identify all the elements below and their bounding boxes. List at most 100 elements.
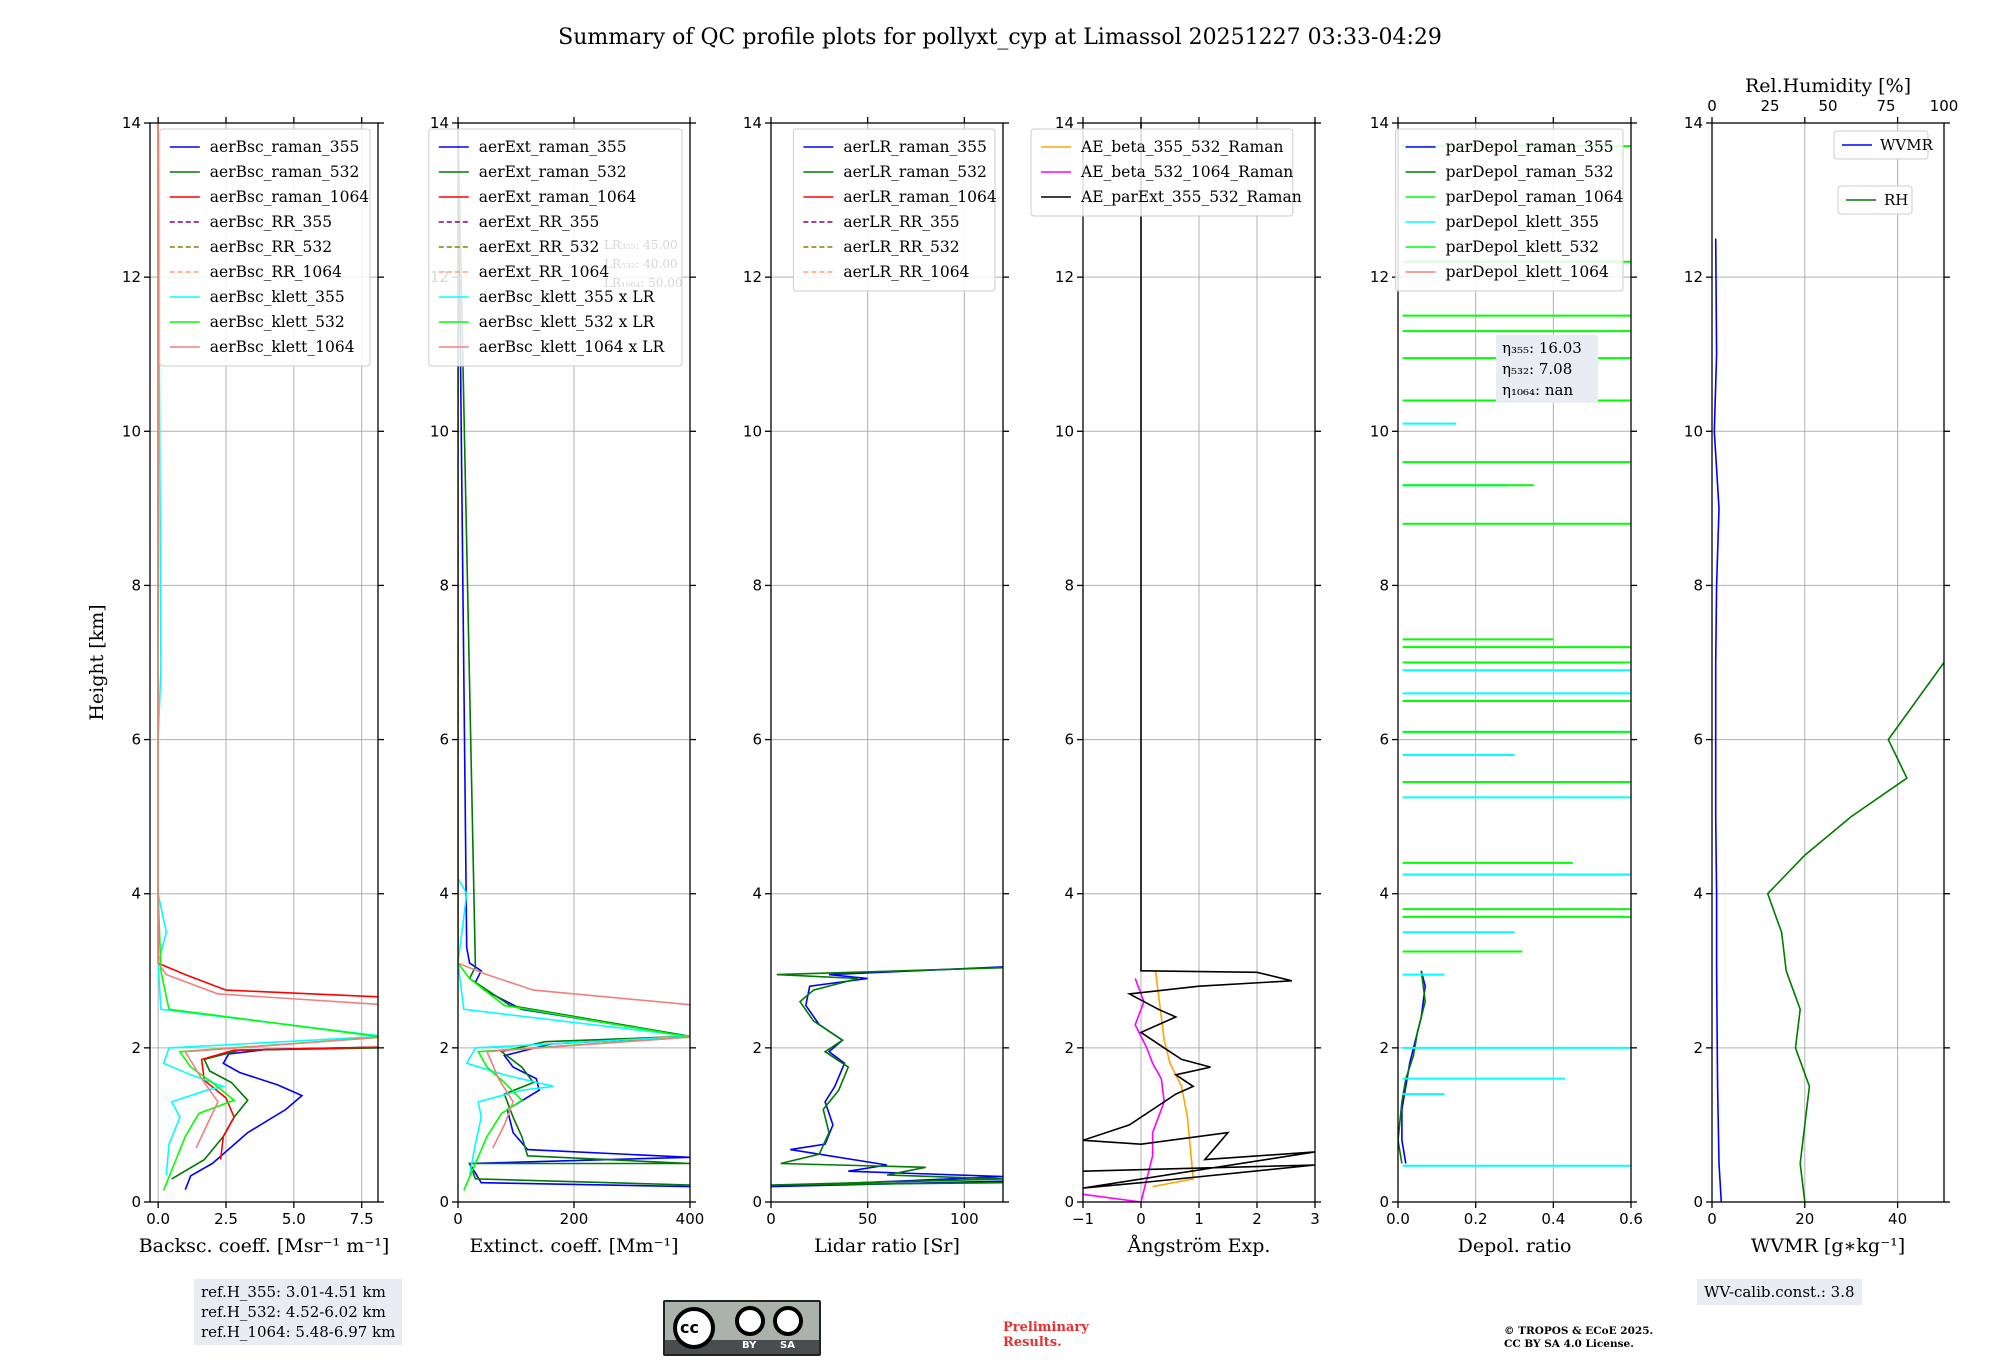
x-tick-label: 100 <box>950 1210 979 1228</box>
legend-label-parDepol_raman_1064: parDepol_raman_1064 <box>1446 188 1624 206</box>
series-aerBsc_raman_355 <box>184 1046 378 1190</box>
axes-frame <box>1711 122 1945 1203</box>
legend-box <box>159 128 371 367</box>
legend-label-aerExt_raman_355: aerExt_raman_355 <box>479 138 627 156</box>
y-axis-label: Height [km] <box>86 604 108 720</box>
x-tick-label: 200 <box>560 1210 589 1228</box>
wv-calib-text: WV-calib.const.: 3.8 <box>1704 1283 1855 1301</box>
plot-area <box>771 966 1003 1188</box>
x-tick-label: 0 <box>766 1210 776 1228</box>
legend: aerLR_raman_355 aerLR_raman_532 aerLR_rama… <box>792 128 997 292</box>
legend-WVMR: WVMR <box>1833 130 1934 160</box>
legend-label-aerBsc_klett_355: aerBsc_klett_355 <box>210 288 345 306</box>
eta-annotation-line: η₁₀₆₄: nan <box>1502 381 1573 399</box>
y-tick-label: 0 <box>1064 1193 1074 1211</box>
y-tick-label: 4 <box>439 885 449 903</box>
plot-area <box>1083 123 1315 1202</box>
y-tick-label: 10 <box>1370 422 1389 440</box>
y-tick-label: 4 <box>1379 885 1389 903</box>
x-tick-label: 0.0 <box>1386 1210 1410 1228</box>
y-tick-label: 10 <box>1055 422 1074 440</box>
y-tick-label: 10 <box>1684 422 1703 440</box>
plot-area <box>1713 238 1944 1202</box>
legend-label-aerLR_RR_1064: aerLR_RR_1064 <box>843 263 969 281</box>
by-person-icon <box>735 1306 765 1336</box>
plot-area <box>458 123 690 1191</box>
series-RH <box>1766 662 1944 1202</box>
legend-label-parDepol_klett_532: parDepol_klett_532 <box>1446 238 1599 256</box>
y-tick-label: 14 <box>122 114 141 132</box>
x-axis-label: Ångström Exp. <box>1127 1235 1271 1257</box>
panel-backscatter: 0.0 2.5 5.0 7.5 0 2 4 6 8 10 12 14 Backsc. coeff. [M… <box>86 114 389 1257</box>
x-tick-label: 2 <box>1252 1210 1262 1228</box>
cc-sa-label: SA <box>780 1340 795 1351</box>
x-tick-label: 40 <box>1888 1210 1907 1228</box>
panel-lidar_ratio: 0 50 100 0 2 4 6 8 10 12 14 Lidar ratio [Sr] aerLR_r… <box>743 114 1009 1257</box>
x-tick-label: 0 <box>1707 1210 1717 1228</box>
legend: AE_beta_355_532_Raman AE_beta_532_1064_Ra… <box>1030 128 1302 217</box>
x-axis-label: Extinct. coeff. [Mm⁻¹] <box>469 1235 678 1257</box>
legend-box <box>1833 130 1929 160</box>
lr-annotation: LR₃₅₅: 45.00 LR₅₃₂: 40.00 LR₁₀₆₄: 50.00 <box>604 238 682 290</box>
y-tick-label: 2 <box>752 1039 762 1057</box>
legend-label-aerBsc_klett_532 x LR: aerBsc_klett_532 x LR <box>479 313 656 331</box>
legend-label-aerBsc_klett_532: aerBsc_klett_532 <box>210 313 345 331</box>
y-tick-label: 14 <box>430 114 449 132</box>
lr-annotation-line: LR₅₃₂: 40.00 <box>604 257 678 271</box>
rh-tick-label: 0 <box>1707 97 1717 115</box>
legend-label-aerLR_RR_355: aerLR_RR_355 <box>843 213 959 231</box>
axes-frame <box>149 122 379 1203</box>
legend-label-aerExt_RR_355: aerExt_RR_355 <box>479 213 600 231</box>
y-tick-label: 0 <box>1379 1193 1389 1211</box>
y-tick-label: 4 <box>1064 885 1074 903</box>
series-AE_beta_355_532_Raman <box>1152 970 1195 1188</box>
series-AE_parExt_355_532_Raman <box>1083 123 1315 1189</box>
legend-label-parDepol_klett_1064: parDepol_klett_1064 <box>1446 263 1609 281</box>
series-aerBsc_raman_1064 <box>157 123 378 1160</box>
ref-height-1064: ref.H_1064: 5.48-6.97 km <box>201 1323 396 1341</box>
legend: aerExt_raman_355 aerExt_raman_532 aerExt_r… <box>428 128 683 367</box>
cc-icon <box>673 1307 715 1349</box>
legend-label-aerExt_RR_1064: aerExt_RR_1064 <box>479 263 610 281</box>
ref-height-532: ref.H_532: 4.52-6.02 km <box>201 1303 386 1321</box>
x-tick-label: 50 <box>858 1210 877 1228</box>
copyright-line-1: © TROPOS & ECoE 2025. <box>1504 1325 1654 1337</box>
y-tick-label: 10 <box>122 422 141 440</box>
lr-annotation-line: LR₃₅₅: 45.00 <box>604 238 678 252</box>
rh-tick-label: 50 <box>1818 97 1837 115</box>
legend-box <box>428 128 683 367</box>
y-tick-label: 2 <box>1064 1039 1074 1057</box>
x-axis-label: WVMR [g∗kg⁻¹] <box>1751 1235 1905 1257</box>
legend-label-aerExt_raman_1064: aerExt_raman_1064 <box>479 188 637 206</box>
y-tick-label: 12 <box>743 268 762 286</box>
x-tick-label: 0.4 <box>1541 1210 1565 1228</box>
x-tick-label: 5.0 <box>282 1210 306 1228</box>
cc-by-sa-badge: cc BY SA <box>663 1300 821 1356</box>
y-tick-label: 6 <box>1064 731 1074 749</box>
y-tick-label: 0 <box>1693 1193 1703 1211</box>
x-tick-label: 3 <box>1310 1210 1320 1228</box>
panel-depolarization: 0.0 0.2 0.4 0.6 0 2 4 6 8 10 12 14 Depol. ratio parDe… <box>1370 114 1643 1257</box>
y-tick-label: 4 <box>131 885 141 903</box>
y-tick-label: 14 <box>1684 114 1703 132</box>
y-tick-label: 2 <box>1379 1039 1389 1057</box>
y-tick-label: 4 <box>752 885 762 903</box>
x-tick-label: 1 <box>1194 1210 1204 1228</box>
y-tick-label: 6 <box>1379 731 1389 749</box>
rh-tick-label: 75 <box>1876 97 1895 115</box>
y-tick-label: 6 <box>1693 731 1703 749</box>
rh-tick-label: 25 <box>1760 97 1779 115</box>
rh-tick-label: 100 <box>1930 97 1959 115</box>
legend-box <box>792 128 996 292</box>
figure-title: Summary of QC profile plots for pollyxt_… <box>558 25 1442 50</box>
y-tick-label: 6 <box>752 731 762 749</box>
y-tick-label: 0 <box>131 1193 141 1211</box>
x-axis-label: Lidar ratio [Sr] <box>814 1235 960 1257</box>
cc-by-label: BY <box>742 1340 757 1351</box>
series-aerBsc_klett_532 <box>157 123 378 1191</box>
legend-label-parDepol_raman_532: parDepol_raman_532 <box>1446 163 1614 181</box>
wv-calib-box: WV-calib.const.: 3.8 <box>1697 1279 1862 1305</box>
x-axis-label: Depol. ratio <box>1458 1235 1572 1257</box>
series-aerExt_raman_532 <box>458 123 690 1186</box>
